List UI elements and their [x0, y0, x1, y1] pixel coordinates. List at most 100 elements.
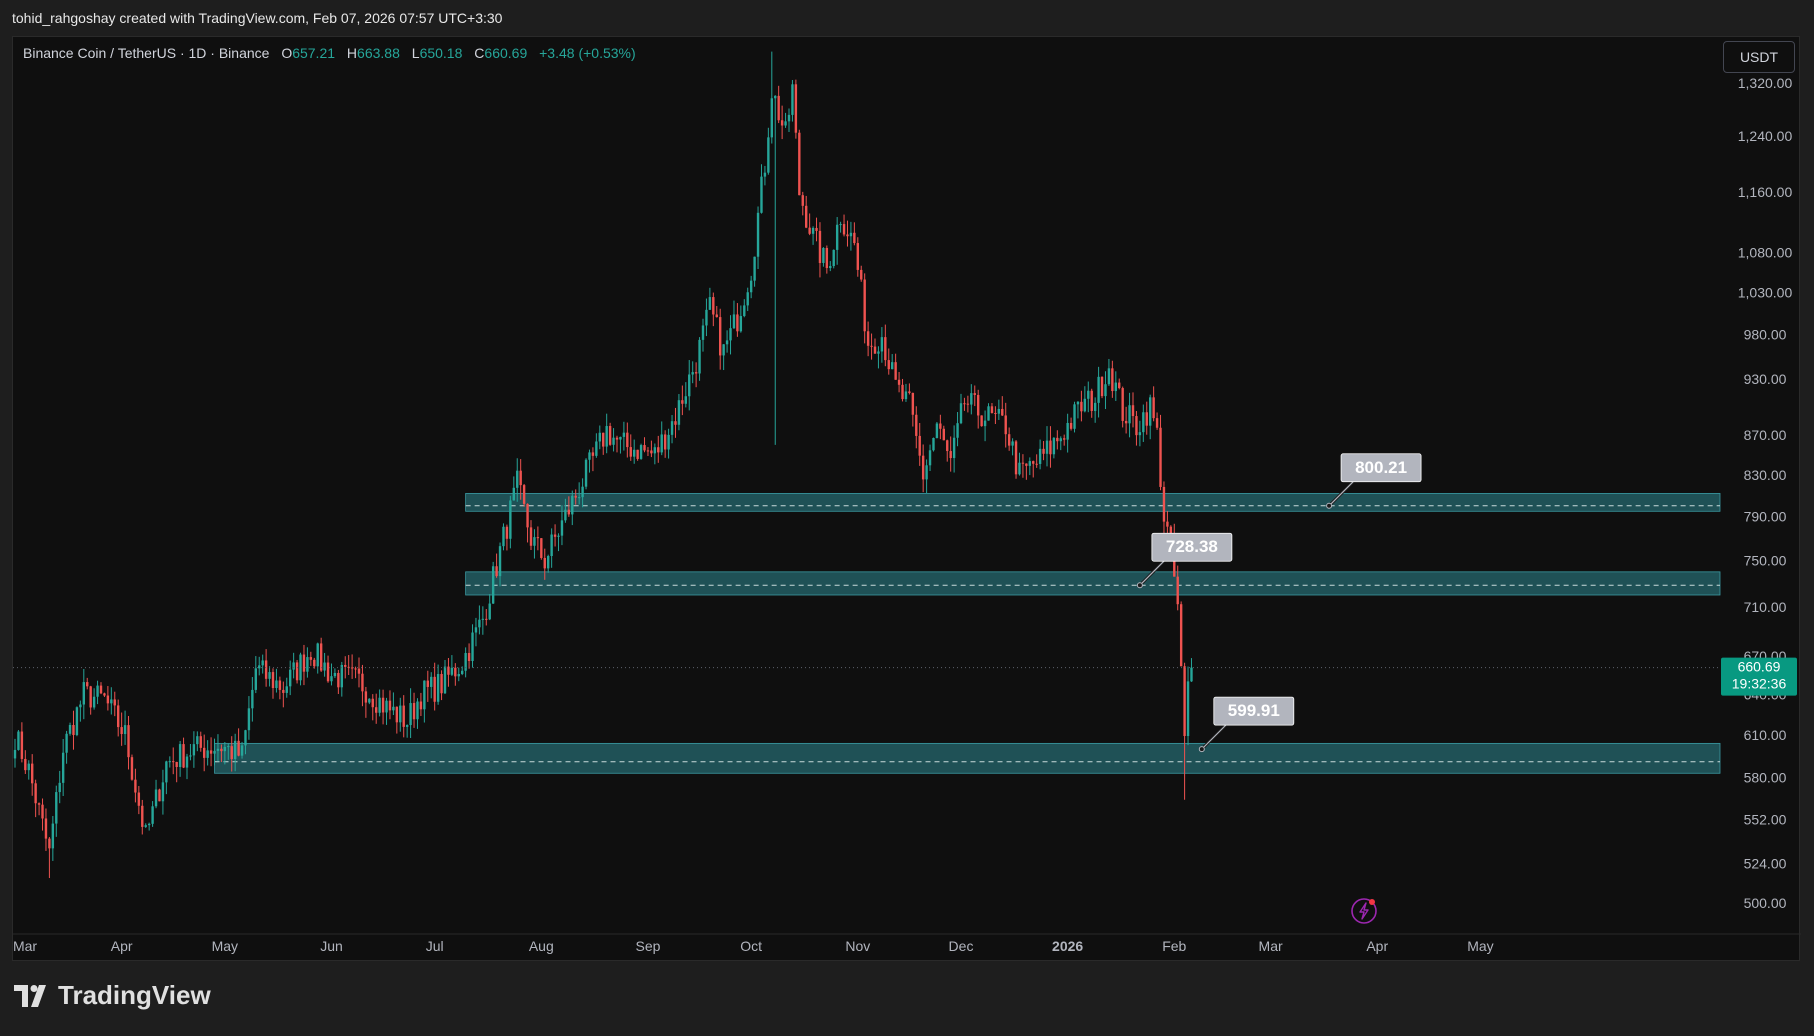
candle-body	[526, 503, 529, 528]
candle-body	[1001, 408, 1004, 416]
candle	[643, 437, 646, 453]
candle-body	[464, 652, 467, 671]
candle-body	[251, 689, 254, 709]
candle	[863, 273, 866, 344]
candle	[977, 389, 980, 429]
candle	[612, 428, 615, 452]
time-axis-label: Aug	[529, 938, 554, 954]
candle	[1118, 378, 1121, 390]
candle	[182, 737, 185, 769]
candle-body	[1124, 420, 1128, 424]
candle	[509, 495, 512, 549]
candle	[1159, 414, 1162, 491]
callout-label: 599.91	[1228, 701, 1280, 720]
candle	[268, 666, 271, 687]
candle	[891, 354, 894, 370]
candle-body	[223, 746, 227, 752]
candle-body	[1152, 397, 1155, 419]
candle-body	[110, 699, 113, 704]
candle-body	[423, 680, 426, 710]
candle-body	[1128, 405, 1131, 424]
candle-body	[37, 803, 41, 805]
candle-body	[13, 749, 17, 759]
candle-body	[935, 423, 939, 438]
candle	[753, 256, 756, 287]
candle-body	[385, 700, 388, 713]
candle	[237, 728, 240, 757]
candle	[677, 394, 681, 431]
candle	[856, 237, 859, 277]
candle-body	[426, 680, 429, 687]
candle	[921, 444, 925, 493]
candle-body	[509, 500, 512, 539]
price-chart[interactable]: 800.21 728.38 599.91 1,320.00 1,240.00 1,160…	[13, 37, 1801, 962]
candle-body	[1083, 398, 1087, 412]
candle	[946, 439, 949, 462]
candle-body	[1014, 441, 1018, 475]
candle	[1049, 426, 1052, 468]
candle-body	[258, 665, 261, 669]
symbol-name[interactable]: Binance Coin / TetherUS · 1D · Binance	[23, 45, 270, 61]
zone-599-rect[interactable]	[214, 742, 1721, 774]
candle-body	[134, 779, 137, 793]
tradingview-logo[interactable]: TradingView	[14, 980, 211, 1011]
candle	[110, 687, 113, 715]
candle-body	[574, 495, 577, 498]
candle-body	[584, 459, 588, 487]
candle	[846, 220, 849, 247]
candle-body	[866, 331, 870, 346]
candle-body	[712, 297, 715, 315]
candle-body	[808, 227, 811, 234]
candle-body	[633, 449, 636, 457]
candle	[1014, 440, 1018, 479]
zone-728-rect[interactable]	[465, 571, 1721, 596]
candle	[522, 483, 526, 507]
candle-body	[942, 428, 945, 441]
candle	[705, 298, 708, 337]
candle	[808, 213, 811, 236]
candle	[657, 435, 660, 463]
candle-body	[402, 705, 405, 727]
candle-body	[168, 761, 171, 763]
candle	[395, 706, 399, 734]
chart-panel[interactable]: 800.21 728.38 599.91 1,320.00 1,240.00 1,160…	[12, 36, 1801, 962]
candle-body	[743, 305, 746, 317]
candle-body	[292, 662, 295, 670]
candle	[829, 261, 832, 272]
candle	[653, 443, 657, 465]
candle-body	[811, 227, 815, 234]
candle	[127, 716, 130, 770]
candle-body	[412, 703, 416, 720]
price-axis-label: 830.00	[1744, 467, 1787, 483]
price-callout[interactable]: 728.38	[1136, 532, 1233, 589]
candle-body	[612, 437, 615, 445]
candle-body	[347, 666, 350, 668]
price-callout[interactable]: 599.91	[1198, 696, 1295, 753]
candle-body	[1011, 441, 1014, 446]
candle-body	[89, 686, 92, 708]
candle	[756, 206, 760, 269]
candle	[660, 421, 663, 456]
candle	[1018, 452, 1021, 476]
symbol-legend: Binance Coin / TetherUS · 1D · Binance O…	[23, 45, 636, 61]
candle	[1111, 360, 1114, 398]
candle	[1186, 666, 1190, 746]
candle-body	[375, 707, 378, 713]
lightning-icon[interactable]	[1351, 898, 1377, 924]
price-tag-box	[1721, 657, 1797, 696]
candle	[749, 275, 753, 299]
zone-800-rect[interactable]	[465, 493, 1721, 512]
candle	[564, 498, 567, 523]
candle	[994, 406, 997, 425]
candle	[553, 524, 557, 547]
currency-button[interactable]: USDT	[1723, 41, 1795, 73]
candle	[1128, 392, 1131, 438]
candle-body	[264, 660, 268, 679]
candle	[426, 670, 429, 702]
time-axis-label: Jul	[426, 938, 444, 954]
candle-body	[1162, 486, 1166, 522]
candle-body	[220, 748, 223, 752]
time-axis-label: Nov	[845, 938, 870, 954]
price-callout[interactable]: 800.21	[1326, 453, 1422, 509]
candle-body	[959, 403, 963, 424]
